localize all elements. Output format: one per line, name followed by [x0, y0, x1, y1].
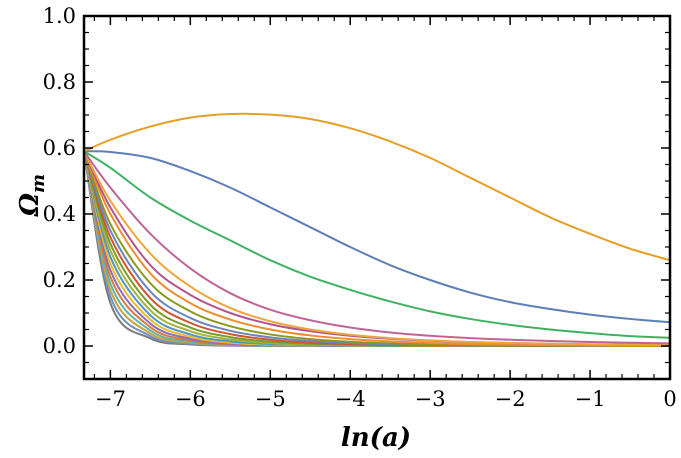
y-tick-label: 0.8 [43, 70, 76, 94]
y-tick-label: 0.4 [43, 202, 76, 226]
series-line-18 [84, 151, 670, 348]
series-line-7 [84, 150, 670, 347]
x-tick-label: −6 [175, 387, 206, 411]
y-axis-title: Ωm [15, 174, 49, 217]
series-line-16 [84, 151, 670, 348]
series-line-6 [84, 150, 670, 347]
series-line-3 [84, 150, 670, 339]
series-line-4 [84, 150, 670, 345]
plot-frame [82, 14, 672, 381]
series-line-14 [84, 151, 670, 348]
series-line-8 [84, 150, 670, 348]
series-line-15 [84, 151, 670, 348]
series-line-13 [84, 151, 670, 348]
x-axis-title: ln(a) [341, 423, 411, 453]
series-line-11 [84, 151, 670, 348]
y-axis-title-main: Ω [15, 193, 45, 217]
series-line-19 [84, 151, 670, 348]
y-tick-label: 0.2 [43, 268, 76, 292]
series-layer [84, 112, 670, 348]
y-tick-label: 0.6 [43, 136, 76, 160]
labels-layer: −7 −6 −5 −4 −3 −2 −1 0 0.0 0.2 0.4 0.6 0.8 1.0 [43, 4, 677, 411]
y-tick-label: 0.0 [43, 334, 76, 358]
series-line-1 [84, 112, 670, 262]
series-line-2 [84, 150, 670, 324]
x-tick-label: −4 [335, 387, 366, 411]
series-line-9 [84, 150, 670, 348]
series-line-10 [84, 151, 670, 348]
x-tick-label: −3 [415, 387, 446, 411]
y-axis-title-sub: m [28, 174, 49, 193]
series-line-5 [84, 150, 670, 347]
x-tick-label: 0 [663, 387, 676, 411]
x-tick-label: −7 [95, 387, 126, 411]
series-line-17 [84, 151, 670, 348]
series-line-12 [84, 151, 670, 348]
x-tick-label: −2 [495, 387, 526, 411]
x-tick-label: −1 [575, 387, 606, 411]
y-tick-label: 1.0 [43, 4, 76, 28]
series-line-20 [84, 151, 670, 348]
x-tick-label: −5 [255, 387, 286, 411]
